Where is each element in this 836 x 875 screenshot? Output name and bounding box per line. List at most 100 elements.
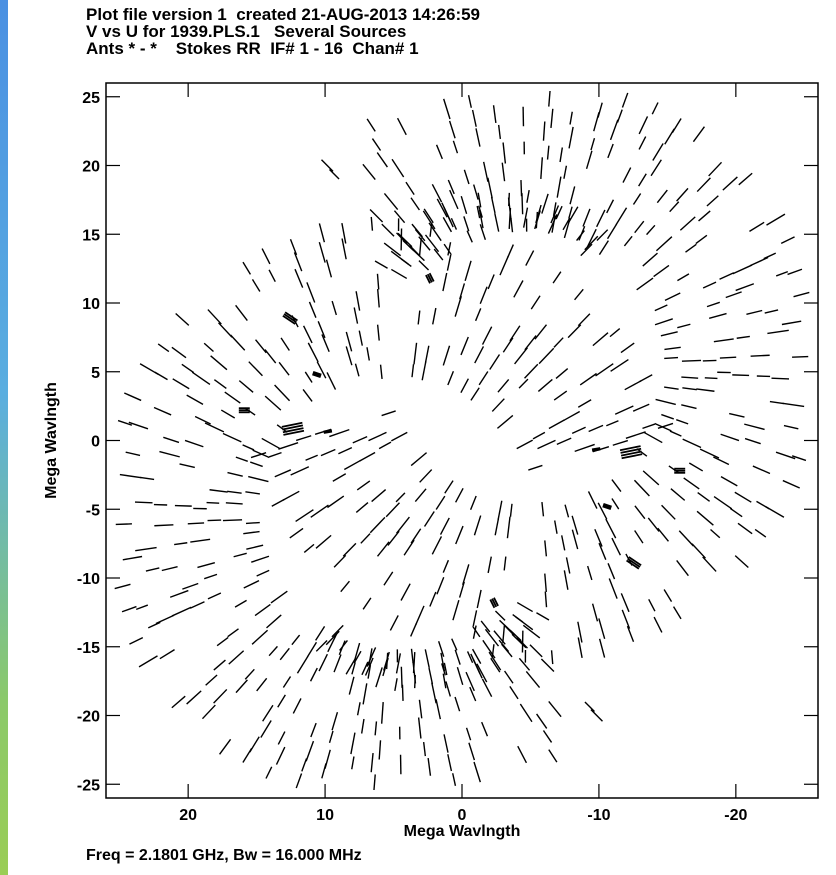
uv-track-segment: [482, 161, 489, 182]
uv-track-segment: [540, 157, 544, 179]
uv-track-segment: [548, 749, 558, 763]
uv-track-segment: [362, 163, 376, 181]
uv-track-segment: [548, 90, 551, 107]
uv-track-segment: [678, 530, 694, 547]
header-line-3: Ants * - * Stokes RR IF# 1 - 16 Chan# 1: [86, 39, 419, 58]
uv-track-segment: [460, 196, 468, 215]
uv-track-segment: [124, 392, 142, 402]
uv-track-segment: [179, 463, 195, 469]
uv-track-segment: [442, 217, 453, 233]
uv-track-segment: [622, 167, 632, 183]
uv-track-segment: [780, 236, 795, 245]
y-tick-label: -5: [86, 502, 100, 519]
uv-track-segment: [376, 541, 390, 557]
uv-track-segment: [664, 292, 681, 302]
uv-track-segment: [308, 301, 317, 318]
uv-track-segment: [271, 498, 285, 507]
uv-track-segment: [520, 180, 523, 197]
uv-track-segment: [638, 136, 647, 150]
uv-track-segment: [650, 159, 662, 177]
uv-track-segment: [524, 335, 537, 351]
uv-track-segment: [682, 438, 702, 449]
uv-track-segment: [554, 520, 558, 534]
uv-track-segment: [295, 773, 303, 789]
uv-track-segment: [435, 495, 446, 510]
uv-track-segment: [431, 682, 437, 704]
uv-track-segment: [559, 147, 564, 163]
uv-track-segment: [592, 448, 601, 452]
uv-track-segment: [661, 504, 676, 520]
uv-track-segment: [318, 241, 326, 263]
uv-track-segment: [425, 274, 431, 284]
uv-track-segment: [643, 431, 663, 444]
uv-track-segment: [783, 424, 799, 430]
uv-track-segment: [653, 616, 663, 633]
uv-track-segment: [181, 363, 195, 374]
uv-track-segment: [396, 117, 407, 136]
uv-track-segment: [135, 604, 149, 611]
uv-track-segment: [204, 422, 225, 433]
uv-track-segment: [222, 519, 243, 522]
uv-track-segment: [172, 378, 190, 390]
uv-track-segment: [345, 346, 353, 366]
uv-track-segment: [391, 158, 405, 178]
uv-track-segment: [417, 717, 422, 739]
x-tick-label: 20: [179, 807, 197, 824]
uv-track-segment: [697, 491, 711, 502]
uv-track-segment: [473, 515, 482, 536]
uv-track-segment: [194, 415, 211, 425]
uv-track-segment: [375, 667, 383, 688]
uv-track-segment: [433, 248, 444, 261]
uv-track-segment: [312, 373, 321, 379]
uv-track-segment: [654, 304, 668, 312]
uv-track-segment: [393, 210, 406, 224]
uv-track-segment: [242, 261, 252, 275]
uv-track-segment: [343, 459, 361, 471]
uv-track-segment: [235, 679, 248, 694]
uv-track-segment: [351, 756, 355, 770]
uv-track-segment: [289, 527, 304, 539]
uv-track-segment: [292, 698, 302, 714]
y-tick-label: 20: [82, 159, 100, 176]
header-line-1: Plot file version 1 created 21-AUG-2013 …: [86, 5, 481, 24]
uv-track-segment: [497, 500, 503, 520]
uv-track-segment: [351, 662, 356, 675]
uv-track-segment: [447, 754, 453, 772]
uv-track-segment: [439, 517, 450, 535]
uv-track-segment: [626, 559, 640, 570]
uv-track-segment: [445, 681, 451, 697]
uv-track-segment: [175, 312, 190, 326]
uv-track-segment: [378, 740, 382, 760]
uv-track-segment: [544, 573, 548, 593]
uv-track-segment: [537, 439, 556, 450]
uv-track-segment: [620, 447, 642, 454]
uv-track-segment: [235, 304, 248, 321]
uv-track-segment: [290, 466, 310, 476]
uv-track-segment: [608, 578, 618, 599]
uv-track-segment: [621, 453, 643, 460]
uv-track-segment: [563, 570, 569, 590]
uv-track-segment: [332, 473, 347, 482]
uv-track-segment: [354, 363, 360, 377]
uv-track-segment: [481, 721, 489, 737]
uv-track-segment: [729, 507, 743, 518]
uv-track-segment: [571, 426, 586, 435]
uv-track-segment: [568, 126, 574, 149]
uv-track-segment: [265, 766, 273, 779]
uv-track-segment: [699, 448, 720, 459]
uv-track-segment: [614, 405, 634, 415]
y-tick-label: 25: [82, 90, 100, 107]
uv-track-segment: [331, 624, 344, 638]
uv-track-segment: [653, 264, 670, 278]
uv-track-segment: [562, 217, 571, 231]
uv-track-segment: [277, 731, 286, 745]
uv-track-segment: [256, 569, 270, 577]
uv-track-segment: [497, 124, 502, 140]
uv-track-segment: [121, 605, 137, 613]
plot-header: Plot file version 1 created 21-AUG-2013 …: [86, 6, 686, 57]
uv-track-segment: [295, 435, 312, 442]
uv-track-segment: [628, 556, 642, 567]
uv-track-segment: [261, 437, 281, 450]
uv-track-segment: [509, 686, 519, 700]
uv-track-segment: [552, 271, 562, 284]
